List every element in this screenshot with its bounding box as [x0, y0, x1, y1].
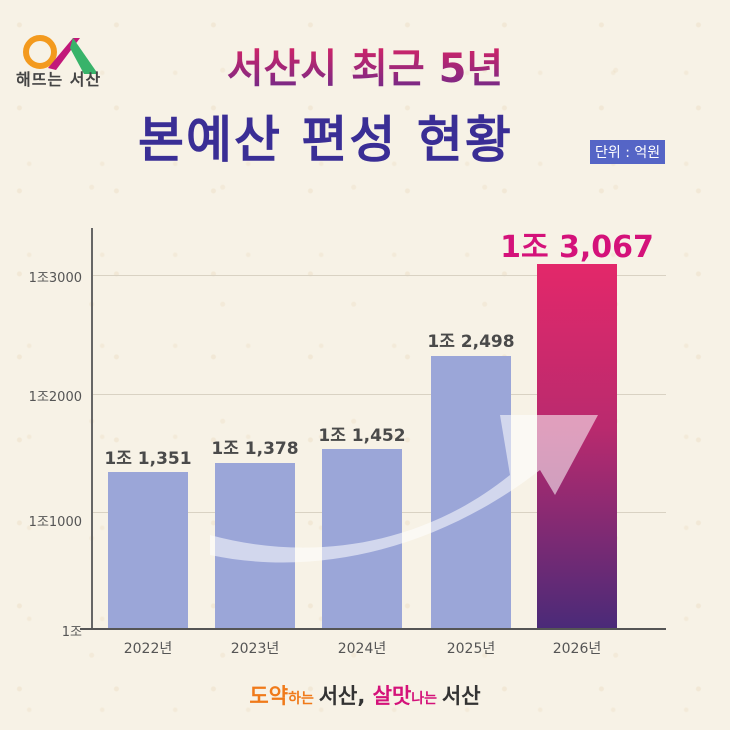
- value-label-2024: 1조 1,452: [318, 426, 406, 446]
- slogan-word: 서산,: [318, 684, 373, 708]
- gridline-2000: [92, 394, 666, 395]
- x-tick-label: 2023년: [230, 641, 280, 657]
- unit-badge: 단위 : 억원: [590, 140, 666, 164]
- bar-2024: [322, 449, 402, 629]
- y-tick-label: 1조1000: [28, 515, 82, 530]
- y-tick-label: 1조: [61, 625, 82, 640]
- x-axis: [80, 628, 666, 630]
- slogan-word: 도약: [249, 684, 289, 708]
- value-label-2023: 1조 1,378: [211, 439, 299, 459]
- logo-text: 해뜨는 서산: [16, 70, 102, 89]
- x-tick-label: 2024년: [337, 641, 387, 657]
- footer-slogan: 도약하는 서산, 살맛나는 서산: [0, 680, 730, 710]
- title-line1: 서산시 최근 5년: [226, 46, 504, 92]
- bar-2023: [215, 463, 295, 629]
- value-label-2026: 1조 3,067: [500, 230, 654, 265]
- slogan-word: 나는: [411, 691, 442, 707]
- x-tick-label: 2022년: [123, 641, 173, 657]
- x-tick-label: 2026년: [552, 641, 602, 657]
- value-label-2022: 1조 1,351: [104, 449, 192, 469]
- bar-2022: [108, 472, 188, 629]
- slogan-word: 서산: [441, 684, 481, 708]
- y-tick-label: 1조2000: [28, 390, 82, 405]
- value-label-2025: 1조 2,498: [427, 332, 515, 352]
- bar-2026: [537, 264, 617, 629]
- x-tick-label: 2025년: [446, 641, 496, 657]
- slogan-word: 하는: [288, 691, 319, 707]
- slogan-word: 살맛: [372, 684, 412, 708]
- y-tick-label: 1조3000: [28, 271, 82, 286]
- y-axis: [91, 228, 93, 630]
- bar-2025: [431, 356, 511, 629]
- gridline-3000: [92, 275, 666, 276]
- title-line2: 본예산 편성 현황: [138, 111, 513, 169]
- logo-icon: [23, 35, 98, 74]
